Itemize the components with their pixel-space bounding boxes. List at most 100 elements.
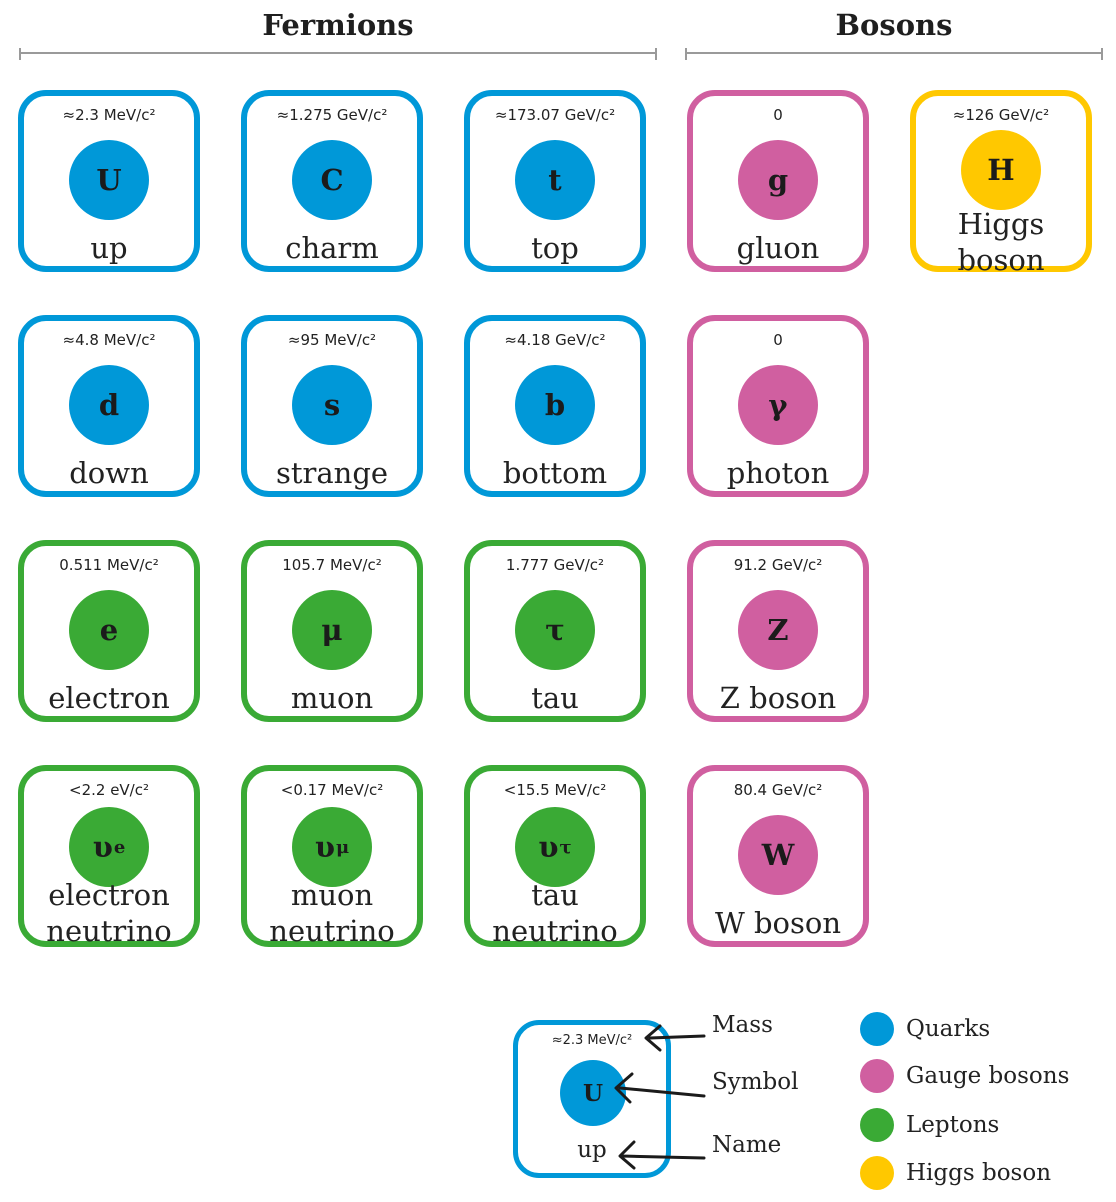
legend-item-gauge-bosons: Gauge bosons [860, 1058, 1069, 1094]
legend-item-leptons: Leptons [860, 1107, 999, 1143]
particle-symbol: C [292, 140, 372, 220]
particle-card-down: ≈4.8 MeV/c² d down [18, 315, 200, 497]
particle-symbol: t [515, 140, 595, 220]
particle-name: tau [531, 681, 579, 715]
particle-name-line1: tau [531, 878, 579, 912]
particle-mass: <15.5 MeV/c² [503, 781, 607, 799]
key-card: ≈2.3 MeV/c² U up [513, 1020, 671, 1178]
particle-mass: ≈4.8 MeV/c² [62, 331, 156, 349]
particle-mass: 0.511 MeV/c² [59, 556, 159, 574]
particle-name-line1: muon [290, 878, 374, 912]
particle-symbol: μ [292, 590, 372, 670]
particle-symbol: b [515, 365, 595, 445]
particle-card-charm: ≈1.275 GeV/c² C charm [241, 90, 423, 272]
particle-symbol: Z [738, 590, 818, 670]
particle-name: bottom [502, 456, 608, 490]
particle-mass: ≈4.18 GeV/c² [504, 331, 606, 349]
key-arrows [614, 1024, 706, 1170]
particle-mass: ≈1.275 GeV/c² [276, 106, 388, 124]
legend-item-higgs-boson: Higgs boson [860, 1155, 1051, 1191]
bosons-bracket [685, 48, 1103, 64]
particle-name: gluon [736, 231, 820, 265]
particle-mass: 1.777 GeV/c² [505, 556, 605, 574]
particle-card-strange: ≈95 MeV/c² s strange [241, 315, 423, 497]
particle-card-bottom: ≈4.18 GeV/c² b bottom [464, 315, 646, 497]
particle-name: W boson [714, 906, 842, 940]
particle-mass: ≈95 MeV/c² [287, 331, 377, 349]
legend-dot [860, 1012, 894, 1046]
particle-name-line1: Higgs [957, 207, 1045, 241]
legend-label: Leptons [906, 1112, 1000, 1138]
particle-card-photon: 0 γ photon [687, 315, 869, 497]
mass-arrow-icon [644, 1024, 706, 1052]
particle-symbol-subscript: μ [335, 836, 350, 858]
particle-card-top: ≈173.07 GeV/c² t top [464, 90, 646, 272]
particle-mass: 105.7 MeV/c² [282, 556, 382, 574]
particle-symbol: U [69, 140, 149, 220]
particle-symbol-subscript: e [113, 836, 126, 858]
particle-name: electron [48, 681, 170, 715]
legend-dot [860, 1059, 894, 1093]
particle-name: photon [726, 456, 830, 490]
key-symbol: U [560, 1060, 626, 1126]
particle-symbol: g [738, 140, 818, 220]
particle-symbol: γ [738, 365, 818, 445]
key-name: up [577, 1137, 607, 1163]
particle-name: down [69, 456, 149, 490]
bosons-header: Bosons [835, 8, 953, 42]
particle-mass: ≈126 GeV/c² [952, 106, 1050, 124]
particle-name: strange [275, 456, 389, 490]
particle-symbol: W [738, 815, 818, 895]
particle-symbol-subscript: τ [559, 836, 572, 858]
particle-symbol: H [961, 130, 1041, 210]
particle-mass: <0.17 MeV/c² [280, 781, 384, 799]
legend-dot [860, 1108, 894, 1142]
particle-card-tau: 1.777 GeV/c² τ tau [464, 540, 646, 722]
symbol-arrow-icon [614, 1072, 706, 1104]
fermions-bracket [19, 48, 657, 64]
particle-symbol: s [292, 365, 372, 445]
particle-card-w-boson: 80.4 GeV/c² W W boson [687, 765, 869, 947]
particle-card-higgs: ≈126 GeV/c² H Higgs boson [910, 90, 1092, 277]
particle-mass: ≈173.07 GeV/c² [494, 106, 616, 124]
particle-name: top [531, 231, 579, 265]
legend-dot [860, 1156, 894, 1190]
particle-symbol: e [69, 590, 149, 670]
particle-name: Z boson [719, 681, 837, 715]
particle-name-line2: neutrino [492, 914, 618, 948]
key-label-mass: Mass [712, 1012, 773, 1038]
particle-name: muon [290, 681, 374, 715]
particle-mass: 0 [773, 331, 783, 349]
particle-card-electron: 0.511 MeV/c² e electron [18, 540, 200, 722]
particle-mass: 80.4 GeV/c² [733, 781, 823, 799]
particle-name-line2: neutrino [269, 914, 395, 948]
particle-name-line1: electron [48, 878, 170, 912]
legend-label: Gauge bosons [906, 1063, 1070, 1089]
key-mass: ≈2.3 MeV/c² [551, 1033, 633, 1048]
legend-item-quarks: Quarks [860, 1011, 990, 1047]
key-label-name: Name [712, 1132, 782, 1158]
fermions-header: Fermions [262, 8, 414, 42]
particle-mass: <2.2 eV/c² [69, 781, 149, 799]
particle-name: charm [285, 231, 379, 265]
particle-name-line2: neutrino [46, 914, 172, 948]
particle-name-line2: boson [957, 243, 1045, 277]
particle-mass: 0 [773, 106, 783, 124]
legend-label: Higgs boson [906, 1160, 1052, 1186]
particle-mass: ≈2.3 MeV/c² [62, 106, 156, 124]
key-label-symbol: Symbol [712, 1069, 799, 1095]
particle-card-muon: 105.7 MeV/c² μ muon [241, 540, 423, 722]
particle-symbol: τ [515, 590, 595, 670]
name-arrow-icon [618, 1140, 706, 1170]
particle-mass: 91.2 GeV/c² [733, 556, 823, 574]
particle-card-z-boson: 91.2 GeV/c² Z Z boson [687, 540, 869, 722]
particle-symbol: d [69, 365, 149, 445]
particle-name: up [90, 231, 128, 265]
particle-card-up: ≈2.3 MeV/c² U up [18, 90, 200, 272]
